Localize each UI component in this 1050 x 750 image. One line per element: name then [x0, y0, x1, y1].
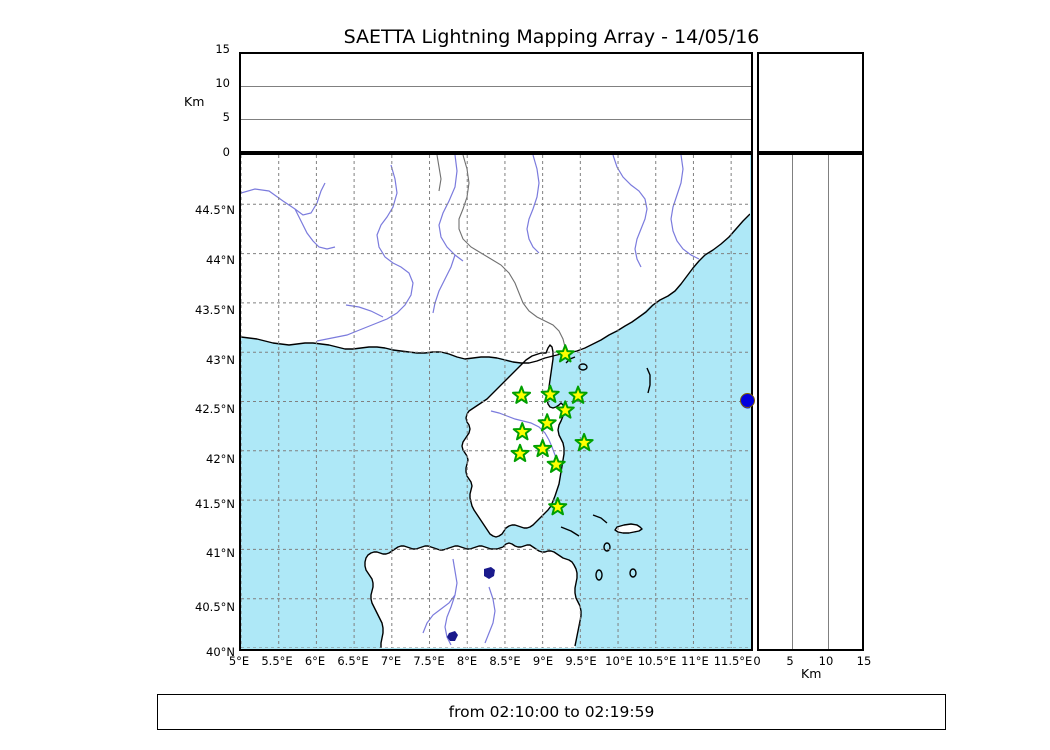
lma-station-marker — [546, 454, 566, 473]
lat-tick-41-5: 41.5°N — [195, 497, 235, 511]
right-projection-panel[interactable] — [757, 153, 864, 651]
right-panel-gridline-10 — [827, 155, 829, 649]
lon-tick-9: 9°E — [532, 654, 554, 668]
lma-station-marker — [533, 438, 553, 458]
lat-tick-43: 43°N — [206, 353, 235, 367]
map-graphic — [241, 155, 750, 648]
lon-tick-11: 11°E — [681, 654, 709, 668]
lat-tick-42-5: 42.5°N — [195, 402, 235, 416]
lon-tick-6-5: 6.5°E — [337, 654, 369, 668]
lat-tick-43-5: 43.5°N — [195, 303, 235, 317]
top-projection-panel[interactable] — [239, 52, 753, 153]
lon-tick-8: 8°E — [456, 654, 478, 668]
top-panel-axis-label: Km — [184, 94, 205, 109]
right-panel-gridline-5 — [792, 155, 794, 649]
top-panel-ytick-10: 10 — [215, 76, 230, 90]
right-panel-xtick-15: 15 — [856, 654, 872, 668]
status-bar: from 02:10:00 to 02:19:59 — [157, 694, 946, 730]
lat-tick-44: 44°N — [206, 253, 235, 267]
lon-tick-6: 6°E — [304, 654, 326, 668]
lma-station-marker — [555, 400, 575, 419]
lma-station-marker — [540, 384, 560, 403]
top-panel-ytick-15: 15 — [215, 42, 230, 56]
lat-tick-44-5: 44.5°N — [195, 203, 235, 217]
lon-tick-7: 7°E — [380, 654, 402, 668]
lon-tick-10-5: 10.5°E — [637, 654, 677, 668]
lon-tick-9-5: 9.5°E — [565, 654, 597, 668]
lon-tick-11-5: 11.5°E — [713, 654, 753, 668]
right-panel-xtick-0: 0 — [753, 654, 761, 668]
top-right-corner-panel[interactable] — [757, 52, 864, 153]
map-panel[interactable] — [239, 153, 753, 651]
lma-station-marker — [574, 432, 594, 452]
lat-tick-41: 41°N — [206, 546, 235, 560]
lma-station-marker — [548, 497, 568, 516]
lat-tick-42: 42°N — [206, 452, 235, 466]
lon-tick-8-5: 8.5°E — [489, 654, 521, 668]
right-panel-xtick-10: 10 — [818, 654, 834, 668]
right-panel-xtick-5: 5 — [786, 654, 794, 668]
right-panel-axis-label: Km — [801, 666, 822, 681]
lon-tick-5: 5°E — [228, 654, 250, 668]
top-panel-ytick-5: 5 — [222, 110, 230, 124]
lma-station-marker — [537, 413, 557, 432]
top-panel-gridline-10 — [241, 85, 751, 87]
top-panel-gridline-5 — [241, 119, 751, 121]
page-title: SAETTA Lightning Mapping Array - 14/05/1… — [343, 26, 760, 48]
lma-station-marker — [568, 385, 588, 404]
lat-tick-40-5: 40.5°N — [195, 600, 235, 614]
lma-station-marker — [512, 422, 532, 441]
lma-station-marker — [511, 385, 532, 404]
lma-station-marker — [510, 443, 530, 463]
source-marker — [740, 393, 755, 408]
top-panel-ytick-0: 0 — [222, 145, 230, 159]
lat-tick-40: 40°N — [206, 645, 235, 659]
lon-tick-7-5: 7.5°E — [413, 654, 445, 668]
lon-tick-5-5: 5.5°E — [261, 654, 293, 668]
lma-station-marker — [555, 344, 575, 363]
time-range-text: from 02:10:00 to 02:19:59 — [448, 703, 655, 721]
lon-tick-10: 10°E — [605, 654, 633, 668]
